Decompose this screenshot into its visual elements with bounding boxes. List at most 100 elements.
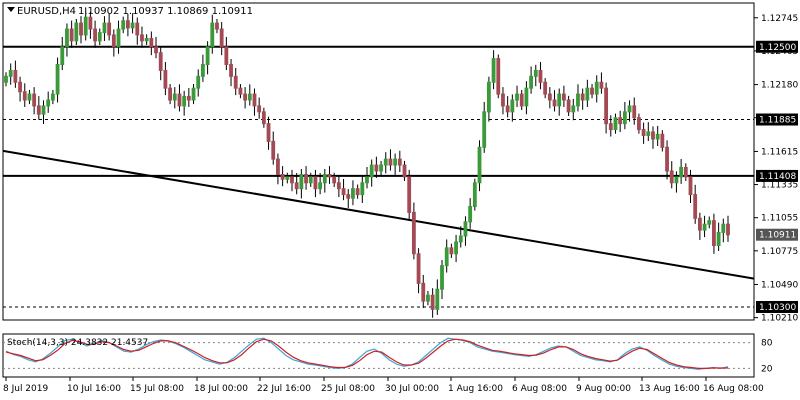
candle-body	[346, 194, 351, 199]
candle-body	[186, 95, 191, 101]
candle-body	[482, 111, 487, 148]
candle-body	[322, 174, 327, 184]
symbol-label: EURUSD,H4	[17, 6, 76, 17]
candle-body	[458, 235, 463, 243]
candle-body	[505, 105, 510, 113]
candle-body	[660, 133, 665, 148]
candle-body	[683, 166, 688, 178]
candle-body	[397, 158, 402, 166]
stoch-level-label: 20	[761, 364, 773, 374]
candle-body	[140, 34, 144, 42]
candle-body	[97, 32, 102, 42]
candle-body	[379, 164, 383, 172]
candle-body	[144, 37, 149, 42]
candle-body	[266, 123, 271, 142]
candle-body	[618, 117, 623, 125]
candle-body	[632, 105, 637, 119]
candle-body	[41, 105, 46, 115]
level-lines: 1.12500 1.11885 1.11408 1.10300	[3, 40, 798, 313]
candle-body	[154, 46, 158, 54]
candle-body	[627, 105, 632, 113]
time-tick-label: 25 Jul 08:00	[321, 384, 375, 394]
candle-body	[688, 176, 693, 196]
candle-body	[486, 81, 491, 113]
current-price-tag	[756, 228, 798, 241]
candle-body	[13, 69, 18, 83]
candle-body	[4, 75, 8, 83]
candle-body	[693, 194, 698, 219]
candle-body	[543, 81, 548, 95]
price-tick-label: 1.10775	[761, 247, 798, 257]
candle-body	[294, 182, 299, 190]
candle-body	[594, 81, 599, 95]
symbol-dropdown-icon[interactable]	[7, 7, 15, 12]
candle-body	[576, 93, 580, 107]
stoch-panel-frame	[2, 333, 755, 378]
candle-body	[552, 99, 557, 107]
candle-body	[158, 52, 163, 71]
price-axis: 1.127451.124651.121801.119001.116151.113…	[754, 14, 798, 324]
level-price-label: 1.10300	[759, 303, 796, 313]
level-price-label: 1.12500	[759, 43, 796, 53]
candle-body	[674, 176, 679, 184]
level-price-tag	[756, 113, 798, 126]
candle-body	[641, 129, 646, 136]
trendline-segment	[2, 149, 755, 280]
candle-body	[327, 174, 332, 178]
candle-body	[172, 93, 177, 101]
time-tick-label: 8 Jul 2019	[3, 384, 48, 394]
trendline[interactable]	[2, 149, 755, 280]
candle-body	[121, 20, 126, 30]
candlestick-series: 1.10911	[4, 7, 798, 318]
candle-body	[726, 223, 730, 236]
candle-body	[416, 253, 421, 284]
candle-body	[60, 46, 65, 66]
price-tick-label: 1.10490	[761, 281, 798, 291]
candle-body	[426, 294, 430, 302]
price-tick-label: 1.12745	[761, 14, 798, 24]
candle-body	[215, 22, 219, 30]
candle-body	[50, 93, 55, 101]
candle-body	[646, 131, 651, 136]
candle-body	[261, 111, 266, 125]
candle-body	[224, 46, 229, 66]
candle-body	[271, 140, 276, 160]
time-tick-label: 1 Aug 16:00	[448, 384, 503, 394]
candle-body	[407, 176, 412, 213]
candle-body	[707, 220, 712, 225]
candle-body	[149, 37, 154, 48]
candle-body	[519, 93, 524, 107]
candle-body	[93, 28, 97, 42]
candle-body	[177, 93, 182, 107]
candle-body	[247, 93, 252, 101]
candle-body	[510, 99, 515, 113]
candle-body	[477, 146, 482, 184]
candle-body	[318, 182, 323, 190]
price-tick-label: 1.10210	[761, 314, 798, 324]
candle-body	[369, 164, 374, 178]
candle-body	[304, 174, 308, 184]
candle-body	[65, 28, 69, 48]
candle-body	[383, 158, 388, 166]
time-tick-label: 9 Aug 00:00	[576, 384, 631, 394]
candle-body	[529, 75, 533, 89]
candle-body	[290, 176, 294, 184]
candle-body	[18, 81, 22, 93]
candle-body	[191, 87, 196, 101]
candle-body	[88, 16, 93, 30]
candle-body	[411, 211, 416, 255]
time-tick-label: 6 Aug 08:00	[512, 384, 567, 394]
candle-body	[421, 282, 426, 302]
candle-body	[566, 99, 571, 113]
candle-body	[8, 69, 13, 77]
time-tick-label: 16 Aug 08:00	[703, 384, 764, 394]
candle-body	[168, 87, 172, 101]
candle-body	[562, 93, 566, 101]
candle-body	[83, 16, 88, 36]
candle-body	[36, 105, 41, 115]
candle-body	[393, 158, 398, 166]
level-price-label: 1.11885	[759, 116, 796, 126]
candle-body	[463, 221, 468, 237]
candle-body	[547, 93, 552, 101]
